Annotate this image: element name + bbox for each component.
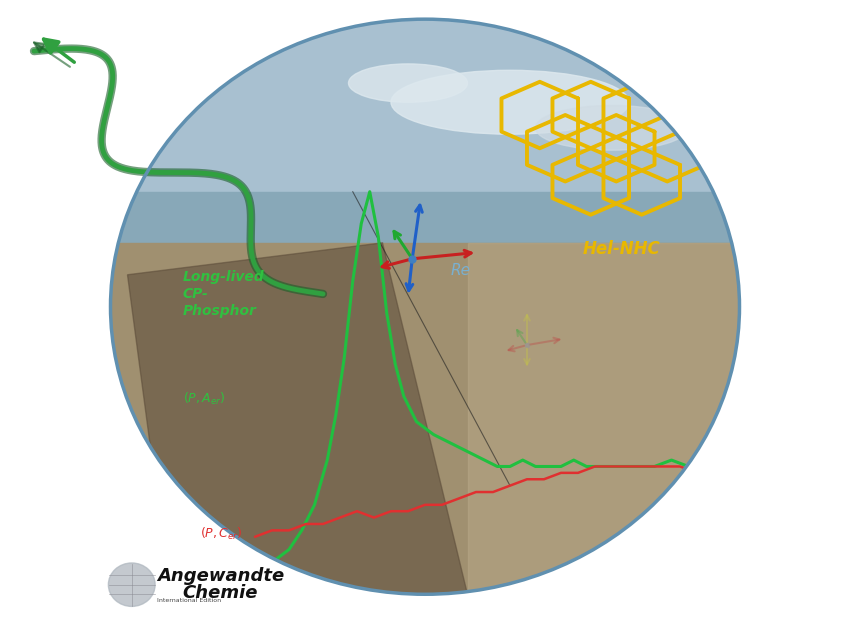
Polygon shape bbox=[128, 243, 468, 594]
Text: Hel-NHC: Hel-NHC bbox=[582, 240, 660, 258]
Ellipse shape bbox=[348, 64, 468, 102]
Text: Chemie: Chemie bbox=[183, 584, 258, 602]
Polygon shape bbox=[468, 243, 740, 594]
Polygon shape bbox=[110, 0, 740, 294]
Ellipse shape bbox=[110, 19, 740, 594]
Polygon shape bbox=[110, 192, 740, 275]
Text: Long-lived
CP-
Phosphor: Long-lived CP- Phosphor bbox=[183, 270, 264, 318]
Ellipse shape bbox=[109, 563, 155, 606]
Text: Re: Re bbox=[450, 263, 471, 278]
Text: $(P, A_{er})$: $(P, A_{er})$ bbox=[183, 391, 225, 408]
Text: Angewandte: Angewandte bbox=[157, 567, 285, 585]
Ellipse shape bbox=[391, 70, 629, 134]
Ellipse shape bbox=[536, 105, 688, 150]
Text: $(P, C_{er})$: $(P, C_{er})$ bbox=[200, 525, 242, 542]
Polygon shape bbox=[110, 243, 740, 626]
Text: International Edition: International Edition bbox=[157, 598, 221, 603]
Ellipse shape bbox=[110, 19, 740, 594]
